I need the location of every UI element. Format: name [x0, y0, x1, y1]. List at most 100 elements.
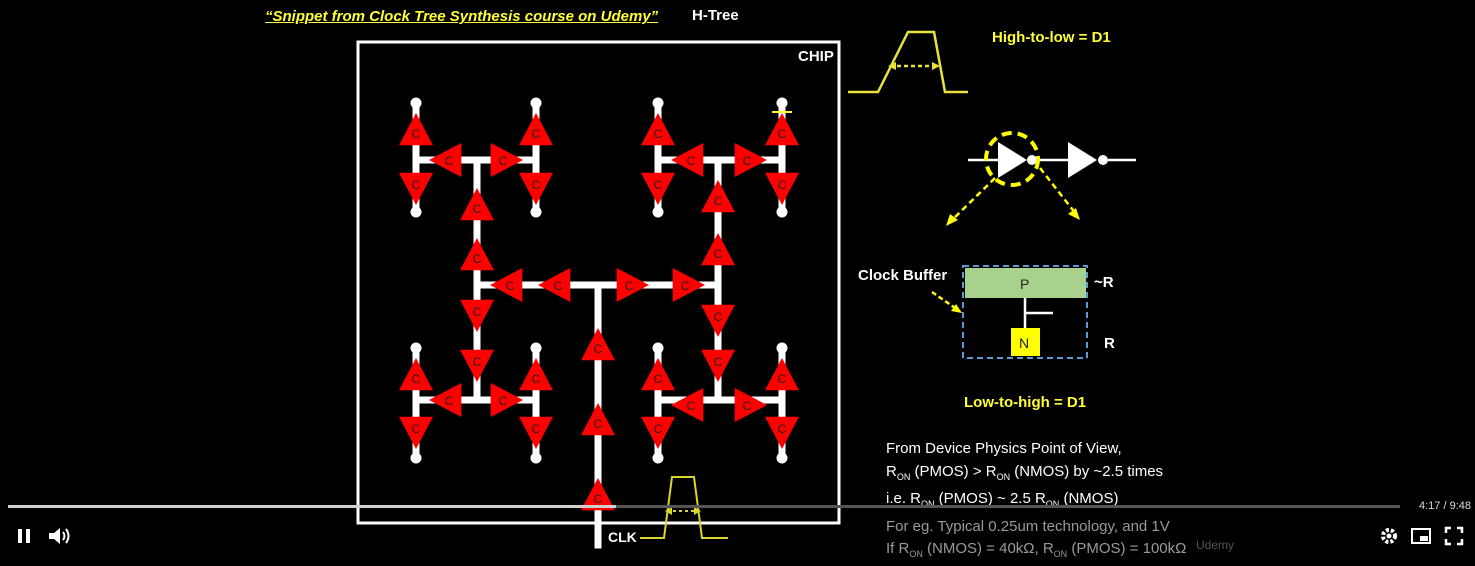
- buffer-label: C: [473, 252, 482, 266]
- clock-buffer: C: [641, 172, 675, 205]
- progress-bar[interactable]: [8, 505, 1400, 508]
- buffer-triangle: [429, 383, 462, 417]
- buffer-label: C: [654, 422, 663, 436]
- sink-node: [410, 97, 422, 109]
- low-to-high-label: Low-to-high = D1: [964, 394, 1087, 411]
- buffer-triangle: [538, 268, 571, 302]
- sink-node: [410, 206, 422, 218]
- clock-buffer: C: [460, 349, 494, 382]
- clock-buffer: C: [765, 358, 799, 391]
- fullscreen-button[interactable]: [1444, 526, 1464, 546]
- buffer-label: C: [445, 394, 454, 408]
- buffer-label: C: [412, 178, 421, 192]
- clock-buffer: C: [581, 403, 615, 436]
- sink-node: [530, 206, 542, 218]
- inverter-1: [998, 142, 1027, 178]
- high-to-low-label: High-to-low = D1: [992, 29, 1111, 46]
- buffer-label: C: [473, 355, 482, 369]
- clock-buffer: C: [765, 113, 799, 146]
- buffer-label: C: [499, 394, 508, 408]
- buffer-label: C: [532, 372, 541, 386]
- buffer-triangle: [641, 113, 675, 146]
- clock-buffer: C: [616, 268, 649, 302]
- physics-line-4: For eg. Typical 0.25um technology, and 1…: [886, 517, 1170, 535]
- clock-buffer: C: [429, 143, 462, 177]
- buffer-triangle: [460, 188, 494, 221]
- physics-line-1: From Device Physics Point of View,: [886, 440, 1122, 457]
- buffer-label: C: [778, 422, 787, 436]
- buffer-label: C: [499, 154, 508, 168]
- clock-buffer: C: [399, 113, 433, 146]
- clock-buffer: C: [701, 233, 735, 266]
- buffer-triangle: [641, 172, 675, 205]
- clock-buffer-label: Clock Buffer: [858, 267, 948, 284]
- volume-button[interactable]: [47, 525, 71, 547]
- buffer-triangle: [399, 358, 433, 391]
- buffer-triangle: [765, 416, 799, 449]
- buffer-triangle: [765, 358, 799, 391]
- clock-buffer: C: [399, 172, 433, 205]
- buffer-triangle: [581, 403, 615, 436]
- pause-button[interactable]: [15, 527, 33, 545]
- r-label: R: [1104, 335, 1115, 352]
- miniplayer-icon: [1411, 528, 1431, 544]
- n-label: N: [1019, 335, 1030, 351]
- buffer-label: C: [743, 154, 752, 168]
- buffer-triangle: [671, 388, 704, 422]
- clock-buffer: C: [519, 172, 553, 205]
- buffer-triangle: [399, 172, 433, 205]
- buffer-label: C: [714, 310, 723, 324]
- slide-title: H-Tree: [692, 7, 739, 24]
- miniplayer-button[interactable]: [1410, 526, 1432, 546]
- buffer-triangle: [734, 388, 767, 422]
- buffer-triangle: [581, 478, 615, 511]
- buffer-label: C: [412, 372, 421, 386]
- buffer-label: C: [778, 127, 787, 141]
- buffer-label: C: [532, 178, 541, 192]
- buffer-triangle: [701, 304, 735, 337]
- clk-pulse: [640, 476, 728, 539]
- clock-buffer: C: [734, 143, 767, 177]
- clock-buffer: C: [490, 143, 523, 177]
- course-caption: “Snippet from Clock Tree Synthesis cours…: [265, 8, 659, 25]
- sink-endpoints: [410, 97, 788, 464]
- physics-line-2: RON (PMOS) > RON (NMOS) by ~2.5 times: [886, 462, 1164, 482]
- buffer-triangle: [765, 172, 799, 205]
- settings-button[interactable]: [1379, 526, 1399, 546]
- clock-buffer: C: [671, 388, 704, 422]
- clock-buffer: C: [765, 172, 799, 205]
- p-label: P: [1020, 276, 1030, 292]
- buffer-triangle: [641, 416, 675, 449]
- clock-buffer: C: [429, 383, 462, 417]
- highlight-circle: [984, 131, 1040, 187]
- udemy-watermark: Udemy: [1196, 538, 1235, 552]
- buffer-label: C: [554, 279, 563, 293]
- buffer-triangle: [490, 383, 523, 417]
- clock-buffer: C: [490, 383, 523, 417]
- clock-buffer: C: [641, 416, 675, 449]
- clock-buffer: C: [399, 416, 433, 449]
- h-tree-diagram: C C C C C C C C C C C C C C C C C C C C C C C C C C C C C C C C C C C C C C C: [356, 30, 1136, 549]
- clock-buffer: C: [734, 388, 767, 422]
- device-physics-text: From Device Physics Point of View, RON (…: [886, 438, 1186, 566]
- volume-icon: [49, 528, 70, 544]
- buffer-triangle: [701, 349, 735, 382]
- buffer-label: C: [714, 247, 723, 261]
- buffer-triangle: [701, 233, 735, 266]
- buffer-triangle: [460, 238, 494, 271]
- buffer-label: C: [714, 355, 723, 369]
- sink-node: [776, 452, 788, 464]
- buffer-label: C: [687, 154, 696, 168]
- buffer-label: C: [778, 178, 787, 192]
- clock-buffer-schematic: [931, 265, 1088, 359]
- buffer-label: C: [654, 127, 663, 141]
- progress-fill: [8, 505, 616, 508]
- buffer-label: C: [412, 127, 421, 141]
- buffer-label: C: [473, 202, 482, 216]
- sink-node: [530, 97, 542, 109]
- buffer-label: C: [532, 127, 541, 141]
- sink-node: [652, 452, 664, 464]
- sink-node: [776, 342, 788, 354]
- clock-buffer: C: [701, 304, 735, 337]
